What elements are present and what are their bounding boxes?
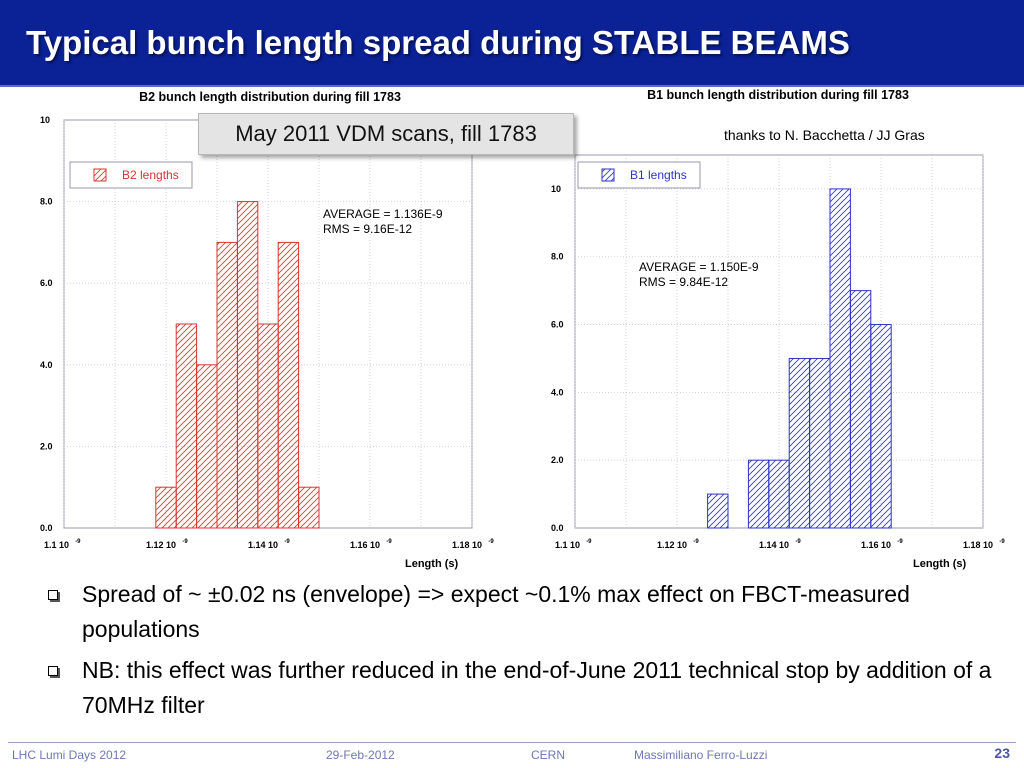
x-tick-exponent: -9 (386, 539, 392, 545)
histogram-bar (768, 459, 790, 529)
histogram-bar (870, 324, 892, 529)
square-bullet-icon (48, 590, 58, 600)
bullet-text: Spread of ~ ±0.02 ns (envelope) => expec… (82, 581, 910, 642)
histogram-bar (257, 323, 279, 529)
bullet-item: Spread of ~ ±0.02 ns (envelope) => expec… (40, 577, 1000, 647)
footer-divider (8, 742, 1016, 743)
histogram-bar (829, 188, 851, 529)
histogram-bar (298, 486, 320, 529)
legend-label: B2 lengths (122, 168, 179, 182)
x-axis-label: Length (s) (405, 558, 458, 570)
histogram-bar (707, 493, 729, 529)
legend-swatch (601, 168, 615, 182)
footer-org: CERN (531, 748, 566, 762)
x-tick-exponent: -9 (182, 539, 188, 545)
histogram-bar (196, 364, 218, 529)
histogram-bar (747, 459, 770, 529)
histogram-bar (236, 201, 259, 529)
callout-box: May 2011 VDM scans, fill 1783 (198, 113, 574, 155)
legend-swatch (93, 168, 107, 182)
footer-event: LHC Lumi Days 2012 (12, 748, 127, 762)
histogram-bar (216, 241, 238, 529)
histogram-charts: 0.0 2.0 4.0 6.0 8.0 10 1.1 10 -9 1.12 10 -9 1.14 1… (40, 88, 1005, 570)
x-tick-exponent: -9 (897, 539, 903, 545)
square-bullet-icon (48, 666, 58, 676)
footer-author: Massimiliano Ferro-Luzzi (634, 748, 768, 762)
y-tick-label: 0.0 (40, 523, 53, 533)
x-tick-label: 1.1 10 (555, 540, 580, 550)
x-tick-label: 1.1 10 (44, 540, 69, 550)
legend-box (69, 161, 193, 189)
y-tick-label: 10 (40, 115, 50, 125)
y-tick-label: 0.0 (551, 523, 564, 533)
y-tick-label: 8.0 (551, 252, 564, 262)
footer-date: 29-Feb-2012 (326, 748, 395, 762)
x-tick-label: 1.14 10 (248, 540, 278, 550)
bullet-item: NB: this effect was further reduced in t… (40, 653, 1000, 723)
x-tick-exponent: -9 (586, 539, 592, 545)
y-tick-label: 2.0 (551, 455, 564, 465)
x-tick-label: 1.14 10 (759, 540, 789, 550)
y-tick-label: 10 (551, 184, 561, 194)
bullet-list: Spread of ~ ±0.02 ns (envelope) => expec… (40, 577, 1000, 729)
y-tick-label: 2.0 (40, 441, 53, 451)
chart-title: B2 bunch length distribution during fill… (139, 90, 401, 104)
y-tick-label: 4.0 (40, 360, 53, 370)
x-tick-label: 1.18 10 (963, 540, 993, 550)
bullet-text: NB: this effect was further reduced in t… (82, 657, 992, 718)
x-tick-exponent: -9 (75, 539, 81, 545)
x-tick-exponent: -9 (795, 539, 801, 545)
y-tick-label: 4.0 (551, 387, 564, 397)
x-tick-label: 1.12 10 (146, 540, 176, 550)
stats-annotation: AVERAGE = 1.150E-9 (639, 260, 759, 274)
legend-box (577, 161, 701, 189)
histogram-bar (809, 357, 831, 529)
x-tick-exponent: -9 (693, 539, 699, 545)
x-tick-exponent: -9 (488, 539, 494, 545)
histogram-bar (849, 290, 872, 529)
histogram-bar (155, 486, 177, 529)
stats-annotation: RMS = 9.16E-12 (323, 222, 412, 236)
histogram-bar (277, 241, 300, 529)
title-bar: Typical bunch length spread during STABL… (0, 0, 1024, 87)
y-tick-label: 8.0 (40, 197, 53, 207)
y-tick-label: 6.0 (40, 278, 53, 288)
x-axis-label: Length (s) (913, 558, 966, 570)
x-tick-label: 1.16 10 (350, 540, 380, 550)
credit-text: thanks to N. Bacchetta / JJ Gras (724, 127, 925, 143)
legend-label: B1 lengths (630, 168, 687, 182)
stats-annotation: RMS = 9.84E-12 (639, 275, 728, 289)
slide-title: Typical bunch length spread during STABL… (26, 24, 850, 61)
stats-annotation: AVERAGE = 1.136E-9 (323, 207, 443, 221)
x-tick-exponent: -9 (999, 539, 1005, 545)
y-tick-label: 6.0 (551, 320, 564, 330)
histogram-bar (175, 323, 198, 529)
x-tick-label: 1.16 10 (861, 540, 891, 550)
x-tick-exponent: -9 (284, 539, 290, 545)
x-tick-label: 1.12 10 (657, 540, 687, 550)
page-number: 23 (994, 745, 1010, 761)
chart-title: B1 bunch length distribution during fill… (647, 88, 909, 102)
histogram-bar (788, 357, 811, 529)
x-tick-label: 1.18 10 (452, 540, 482, 550)
